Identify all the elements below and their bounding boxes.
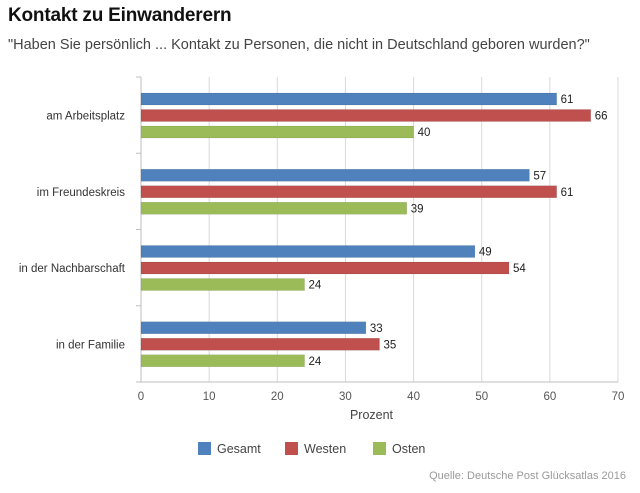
chart-title: Kontakt zu Einwanderern (8, 5, 232, 26)
source-note: Quelle: Deutsche Post Glücksatlas 2016 (429, 470, 626, 482)
legend-label: Westen (304, 442, 346, 456)
data-label: 24 (309, 356, 322, 368)
data-label: 61 (561, 187, 574, 199)
data-label: 24 (309, 280, 322, 292)
category-label: in der Familie (56, 339, 125, 351)
data-label: 33 (370, 323, 383, 335)
bar (140, 321, 367, 334)
x-tick-label: 10 (203, 391, 216, 403)
category-label: in der Nachbarschaft (19, 263, 126, 275)
bar (140, 109, 591, 122)
legend-swatch (373, 442, 386, 455)
data-label: 54 (513, 263, 526, 275)
x-tick-label: 0 (138, 391, 144, 403)
data-label: 39 (411, 203, 424, 215)
data-label: 57 (533, 170, 546, 182)
chart-subtitle: "Haben Sie persönlich ... Kontakt zu Per… (8, 37, 590, 53)
bar (140, 202, 408, 215)
data-label: 35 (384, 339, 397, 351)
bar (140, 92, 557, 106)
legend-label: Osten (392, 442, 425, 456)
legend-label: Gesamt (217, 442, 261, 456)
data-label: 66 (595, 111, 608, 123)
x-tick-label: 70 (612, 391, 625, 403)
category-label: im Freundeskreis (37, 187, 125, 199)
bar (140, 125, 414, 139)
data-label: 40 (418, 127, 431, 139)
x-tick-label: 30 (339, 391, 352, 403)
x-tick-label: 40 (407, 391, 420, 403)
data-label: 61 (561, 94, 574, 106)
x-tick-label: 50 (475, 391, 488, 403)
legend-swatch (198, 442, 211, 455)
category-label: am Arbeitsplatz (46, 111, 125, 123)
bar (140, 169, 530, 182)
bar (140, 185, 557, 198)
bar (140, 278, 305, 291)
bar (140, 354, 305, 367)
bar (140, 245, 476, 258)
bar (140, 338, 380, 351)
x-tick-label: 60 (543, 391, 556, 403)
data-label: 49 (479, 247, 492, 259)
legend-swatch (285, 442, 298, 455)
bar (140, 261, 510, 275)
x-axis-title: Prozent (350, 408, 394, 422)
x-tick-label: 20 (271, 391, 284, 403)
